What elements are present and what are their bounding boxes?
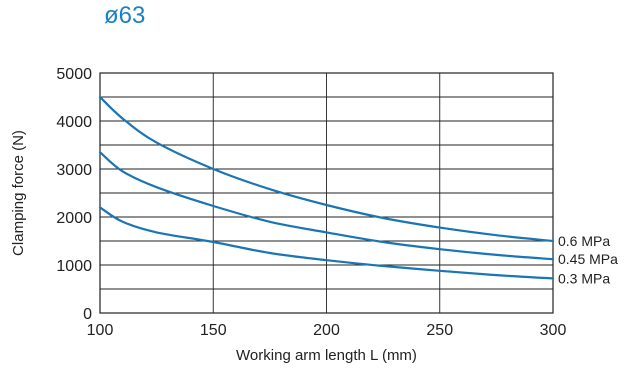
y-tick-label: 0 bbox=[83, 306, 92, 323]
x-tick-label: 300 bbox=[540, 322, 567, 339]
y-tick-label: 2000 bbox=[56, 210, 92, 227]
series-line-0-6-mpa bbox=[98, 95, 555, 243]
grid bbox=[99, 72, 554, 314]
chart-title: ø63 bbox=[104, 2, 146, 29]
y-tick-label: 5000 bbox=[56, 66, 92, 83]
y-tick-label: 3000 bbox=[56, 162, 92, 179]
y-tick-label: 1000 bbox=[56, 258, 92, 275]
series-labels: 0.6 MPa 0.45 MPa 0.3 MPa bbox=[558, 233, 618, 286]
y-tick-label: 4000 bbox=[56, 114, 92, 131]
series-label: 0.6 MPa bbox=[558, 233, 610, 249]
series-label: 0.45 MPa bbox=[558, 251, 618, 267]
x-tick-label: 250 bbox=[426, 322, 453, 339]
x-tick-label: 150 bbox=[200, 322, 227, 339]
y-axis-label: Clamping force (N) bbox=[10, 130, 27, 256]
plot-frame bbox=[99, 72, 554, 314]
series-group bbox=[98, 95, 555, 280]
series-label: 0.3 MPa bbox=[558, 270, 610, 286]
x-axis-label: Working arm length L (mm) bbox=[236, 347, 417, 364]
x-tick-label: 200 bbox=[313, 322, 340, 339]
series-line-0-3-mpa bbox=[98, 206, 555, 280]
x-tick-label: 100 bbox=[87, 322, 114, 339]
series-line-0-45-mpa bbox=[98, 151, 555, 261]
